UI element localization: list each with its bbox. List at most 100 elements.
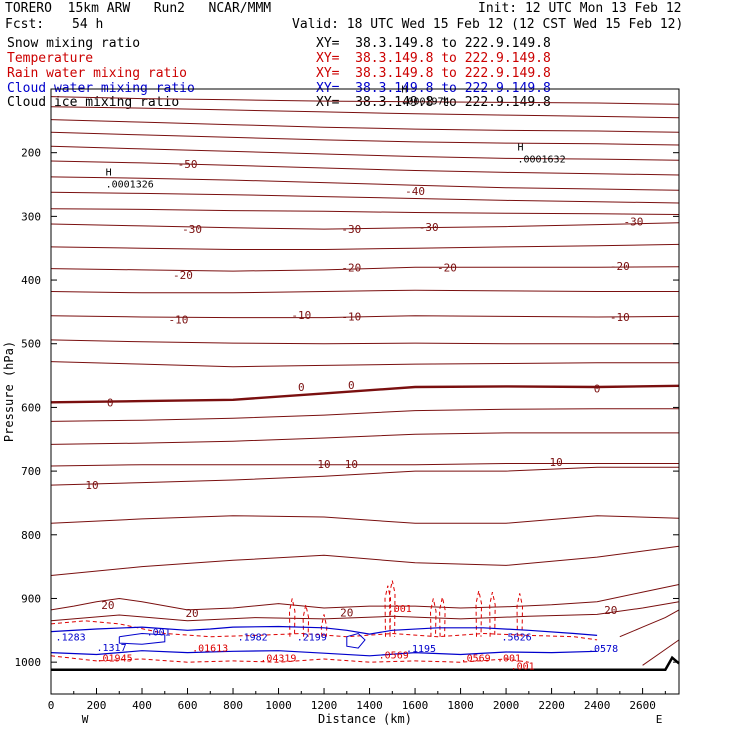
isotherm-line (50, 176, 680, 191)
x-tick-label: 2400 (584, 699, 611, 712)
isotherm-line (642, 639, 680, 666)
x-tick-label: 1600 (402, 699, 429, 712)
valid-time: Valid: 18 UTC Wed 15 Feb 12 (12 CST Wed … (292, 17, 684, 32)
field-xy-temperature: XY= 38.3.149.8 to 222.9.149.8 (316, 51, 551, 66)
cloud-water-layer (50, 625, 598, 657)
isotherm-line (50, 243, 680, 250)
isotherm-line (50, 160, 680, 176)
temperature-label: 0 (298, 381, 305, 394)
temperature-label: -10 (610, 311, 630, 324)
y-tick-label: 500 (21, 338, 41, 351)
temperature-label: -20 (173, 269, 193, 282)
isotherm-line (50, 361, 679, 368)
isotherm-line (50, 289, 679, 294)
temperature-label: -50 (178, 158, 198, 171)
west-end-label: W (82, 713, 89, 726)
x-axis-title: Distance (km) (318, 712, 412, 726)
rain-cell (288, 598, 296, 637)
rain-label: .01945 (97, 654, 133, 665)
rain-cell (320, 614, 328, 637)
temperature-label: -30 (341, 223, 361, 236)
y-tick-label: 300 (21, 210, 41, 223)
isotherm-line (50, 545, 680, 576)
temperature-label: 10 (345, 458, 358, 471)
rain-label: .001 (511, 661, 535, 672)
field-label-rain: Rain water mixing ratio (7, 66, 188, 81)
rain-cell (516, 593, 524, 637)
x-tick-label: 600 (178, 699, 198, 712)
isotherm-line (50, 208, 680, 215)
snow-max-value: .0001326 (106, 179, 154, 190)
isotherm-line (50, 131, 680, 146)
temperature-label: -30 (419, 221, 439, 234)
y-tick-label: 200 (21, 147, 41, 160)
isotherm-line (50, 408, 679, 422)
plot-frame (50, 88, 680, 695)
cloud-water-contour (118, 632, 166, 645)
isotherm-line (50, 96, 680, 105)
snow-max-marker: H (106, 167, 112, 178)
temperature-label: -20 (610, 260, 630, 273)
model-title: TORERO 15km ARW Run2 NCAR/MMM (5, 1, 272, 16)
cloud-water-label: .5626 (502, 633, 532, 644)
rain-label: .0569 (461, 654, 491, 665)
temperature-label: -20 (341, 261, 361, 274)
x-tick-label: 1800 (447, 699, 474, 712)
isotherm-line (50, 222, 680, 230)
temperature-label: -10 (291, 309, 311, 322)
isotherm-line (50, 266, 680, 272)
contour-layer (50, 96, 680, 672)
isotherm-line (50, 466, 679, 486)
temperature-label: 10 (550, 456, 563, 469)
temperature-label: -40 (405, 185, 425, 198)
cloud-water-contour (346, 632, 366, 649)
isotherm-line (50, 119, 680, 133)
isotherm-line (50, 106, 680, 119)
snow-max-marker: H (401, 85, 407, 96)
y-tick-label: 1000 (15, 656, 42, 669)
label-layer: -50 -40 -30 -30 -30 -30 -20 -20 -20 -20 -10 -10 -10 -… (56, 85, 644, 673)
temperature-label: 20 (101, 599, 114, 612)
x-tick-label: 1200 (311, 699, 338, 712)
x-tick-label: 400 (132, 699, 152, 712)
cloud-water-label: .2199 (297, 633, 327, 644)
temperature-label: 20 (604, 604, 617, 617)
cloud-water-label: .1195 (406, 644, 436, 655)
cloud-water-label: .1317 (97, 643, 127, 654)
rain-label: .0569 (379, 651, 409, 662)
snow-max-value: .0001974 (401, 97, 449, 108)
cloud-water-contour (50, 650, 598, 657)
isotherm-line (50, 584, 680, 611)
zero-isotherm (50, 384, 680, 404)
temperature-label: 10 (85, 479, 98, 492)
rain-cell (429, 598, 437, 637)
cloud-water-contour (50, 625, 598, 636)
rain-label: .01613 (192, 644, 228, 655)
y-tick-label: 400 (21, 274, 41, 287)
isotherm-line (50, 339, 679, 345)
rain-cell (475, 590, 483, 637)
rain-cell (389, 580, 396, 637)
rain-cell (439, 597, 446, 637)
rain-label: .04319 (260, 654, 296, 665)
y-tick-label: 800 (21, 529, 41, 542)
x-tick-label: 1000 (265, 699, 292, 712)
x-tick-label: 0 (48, 699, 55, 712)
temperature-label: -20 (437, 261, 457, 274)
y-tick-label: 700 (21, 465, 41, 478)
east-end-label: E (656, 713, 663, 726)
rain-label: .001 (497, 654, 521, 665)
temperature-label: -30 (182, 223, 202, 236)
temperature-label: 0 (348, 379, 355, 392)
temperature-label: 20 (340, 606, 353, 619)
field-xy-snow: XY= 38.3.149.8 to 222.9.149.8 (316, 36, 551, 51)
x-tick-label: 2600 (629, 699, 656, 712)
y-axis-title: Pressure (hPa) (2, 341, 16, 442)
field-label-temperature: Temperature (7, 51, 94, 66)
field-label-snow: Snow mixing ratio (7, 36, 141, 51)
cloud-water-label: .0578 (588, 644, 618, 655)
y-tick-label: 900 (21, 592, 41, 605)
cloud-water-label: .001 (147, 628, 171, 639)
